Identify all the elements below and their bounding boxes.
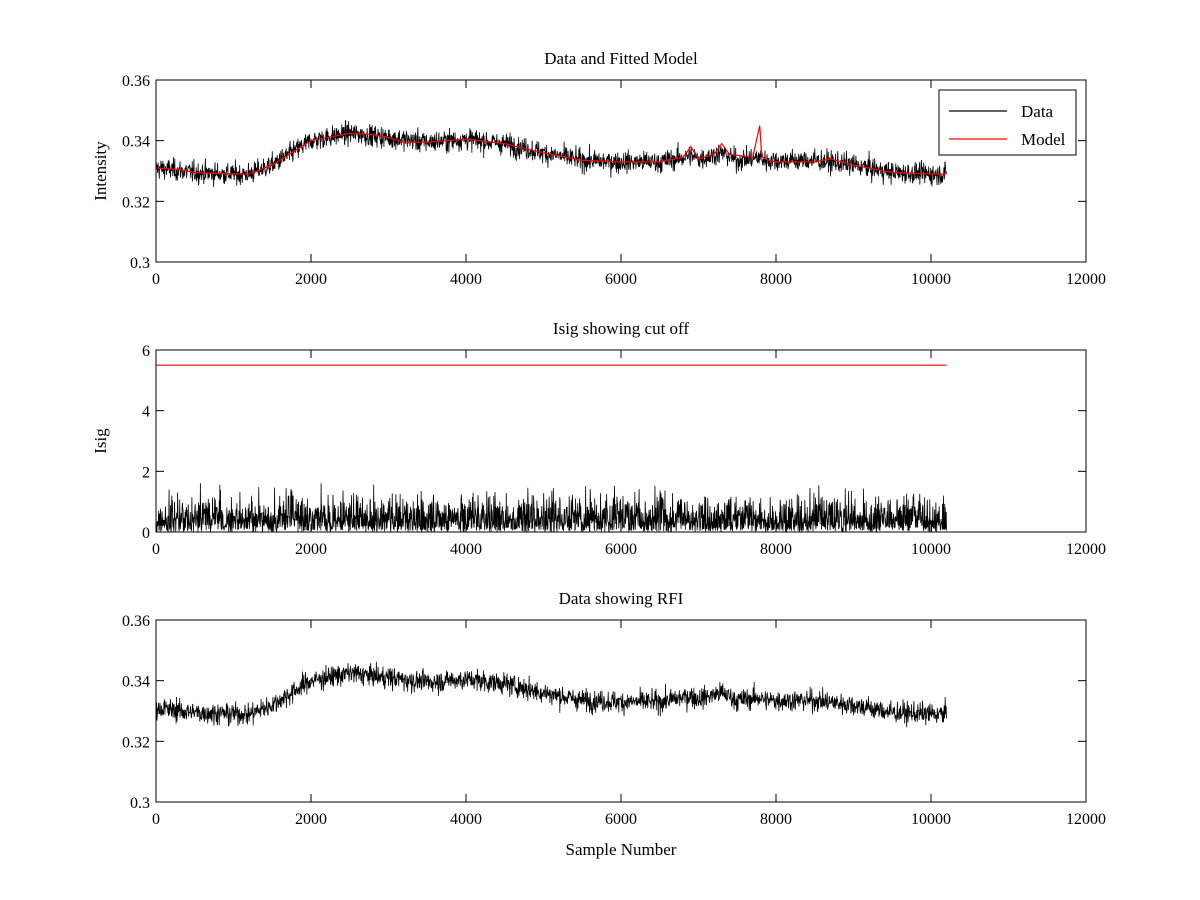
x-tick-label: 10000 bbox=[911, 271, 951, 288]
x-axis-label: Sample Number bbox=[566, 840, 677, 859]
y-tick-label: 0.32 bbox=[122, 194, 150, 211]
plot-area bbox=[156, 364, 947, 532]
y-tick-label: 0.32 bbox=[122, 734, 150, 751]
isig-series-line bbox=[156, 483, 947, 532]
x-tick-label: 12000 bbox=[1066, 271, 1106, 288]
y-tick-label: 0 bbox=[142, 525, 150, 542]
legend-label-data: Data bbox=[1021, 102, 1054, 121]
chart-title: Data and Fitted Model bbox=[544, 49, 698, 68]
y-tick-label: 0.34 bbox=[122, 674, 150, 691]
x-tick-label: 6000 bbox=[605, 271, 637, 288]
y-tick-label: 0.36 bbox=[122, 73, 150, 90]
y-tick-label: 0.34 bbox=[122, 134, 150, 151]
chart-title: Data showing RFI bbox=[559, 589, 684, 608]
x-tick-label: 6000 bbox=[605, 541, 637, 558]
x-tick-label: 6000 bbox=[605, 811, 637, 828]
legend-label-model: Model bbox=[1021, 130, 1066, 149]
x-tick-label: 4000 bbox=[450, 541, 482, 558]
axes-2: 0 2000 4000 6000 8000 10000 12000 0 2 4 6 Isig show… bbox=[91, 319, 1106, 558]
x-tick-label: 8000 bbox=[760, 271, 792, 288]
x-tick-label: 10000 bbox=[911, 541, 951, 558]
x-tick-label: 12000 bbox=[1066, 811, 1106, 828]
x-tick-label: 8000 bbox=[760, 811, 792, 828]
x-tick-label: 12000 bbox=[1066, 541, 1106, 558]
axes-3: 0 2000 4000 6000 8000 10000 12000 0.3 0.32 0.34 0.… bbox=[122, 589, 1106, 859]
y-tick-label: 6 bbox=[142, 343, 150, 360]
axes-1: 0 2000 4000 6000 8000 10000 12000 0.3 0.32 0.34 0.… bbox=[91, 49, 1106, 288]
y-axis-label: Isig bbox=[91, 428, 110, 454]
x-tick-label: 0 bbox=[152, 811, 160, 828]
x-tick-label: 2000 bbox=[295, 541, 327, 558]
legend: Data Model bbox=[938, 89, 1077, 156]
y-axis-label: Intensity bbox=[91, 141, 110, 201]
y-tick-label: 0.3 bbox=[130, 255, 150, 272]
chart-title: Isig showing cut off bbox=[553, 319, 689, 338]
series-model-line bbox=[156, 125, 947, 175]
x-tick-label: 8000 bbox=[760, 541, 792, 558]
series-data-line bbox=[156, 120, 947, 187]
x-tick-label: 2000 bbox=[295, 271, 327, 288]
x-tick-label: 0 bbox=[152, 541, 160, 558]
x-tick-label: 10000 bbox=[911, 811, 951, 828]
x-tick-label: 4000 bbox=[450, 811, 482, 828]
x-tick-label: 2000 bbox=[295, 811, 327, 828]
legend-box bbox=[938, 89, 1077, 156]
y-tick-label: 4 bbox=[142, 404, 150, 421]
y-tick-label: 0.3 bbox=[130, 795, 150, 812]
y-tick-label: 0.36 bbox=[122, 613, 150, 630]
y-tick-label: 2 bbox=[142, 464, 150, 481]
x-tick-label: 4000 bbox=[450, 271, 482, 288]
series-data-line bbox=[156, 661, 947, 728]
x-tick-label: 0 bbox=[152, 271, 160, 288]
plot-area bbox=[156, 661, 947, 728]
plot-area bbox=[156, 120, 947, 187]
